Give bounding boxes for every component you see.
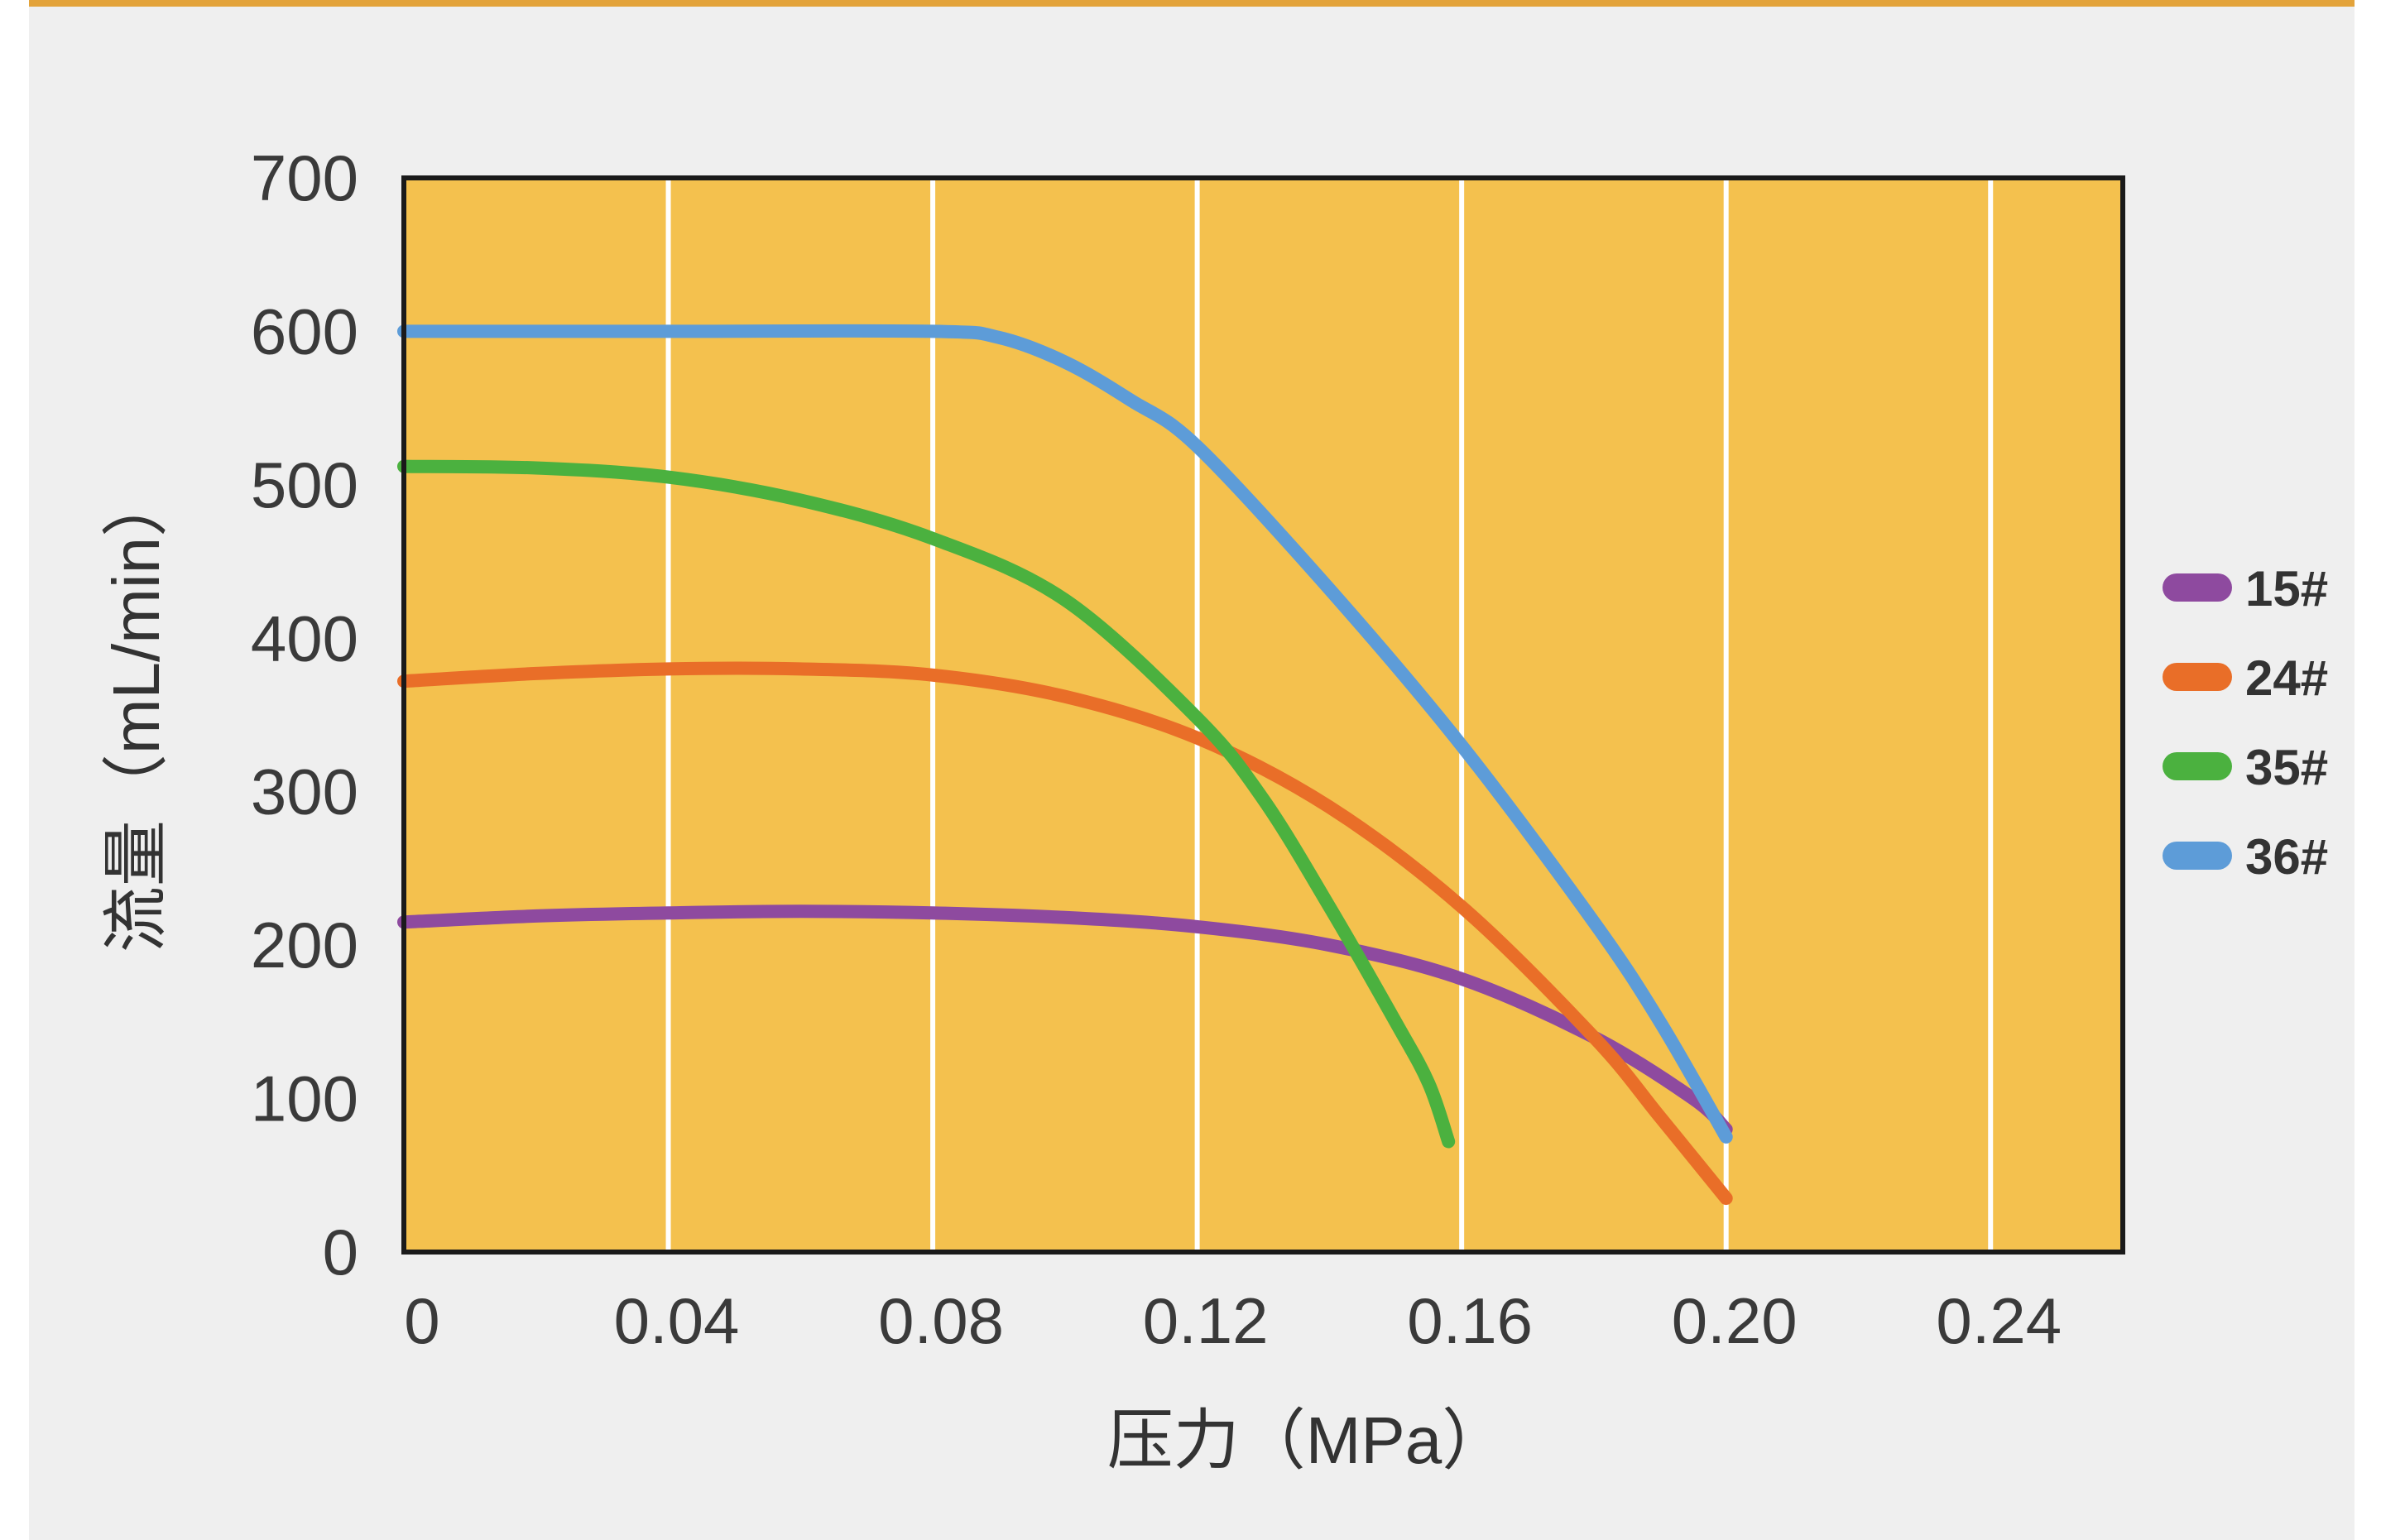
legend-label: 35# [2245, 740, 2328, 795]
y-tick-label: 300 [251, 756, 358, 828]
legend-label: 15# [2245, 561, 2328, 616]
y-tick-label: 200 [251, 909, 358, 981]
y-tick-label: 600 [251, 295, 358, 367]
y-tick-labels: 0 100 200 300 400 500 600 700 [251, 142, 358, 1288]
legend-label: 24# [2245, 650, 2328, 706]
plot-area [404, 178, 2123, 1252]
x-tick-label: 0.16 [1407, 1284, 1533, 1357]
x-tick-label: 0.20 [1672, 1284, 1798, 1357]
x-tick-label: 0.08 [878, 1284, 1004, 1357]
x-tick-label: 0.24 [1936, 1284, 2062, 1357]
x-tick-label: 0.12 [1143, 1284, 1269, 1357]
series-line-36 [397, 324, 1733, 1144]
legend: 15# 24# 35# 36# [2163, 561, 2328, 885]
series-line-35 [397, 459, 1456, 1149]
top-accent-band [29, 0, 2355, 7]
y-tick-label: 400 [251, 602, 358, 674]
x-axis-title: 压力（MPa） [1107, 1403, 1509, 1477]
y-tick-label: 700 [251, 142, 358, 214]
y-axis-title: 流量（mL/min） [99, 471, 173, 952]
x-tick-label: 0.04 [614, 1284, 740, 1357]
grid-lines [665, 178, 1994, 1252]
y-tick-label: 100 [251, 1063, 358, 1135]
y-tick-label: 0 [323, 1216, 358, 1288]
x-tick-labels: 0 0.04 0.08 0.12 0.16 0.20 0.24 [404, 1284, 2062, 1357]
x-tick-label: 0 [404, 1284, 439, 1357]
series-lines [397, 324, 1733, 1206]
plot-border [401, 175, 2125, 1255]
series-line-24 [397, 661, 1733, 1206]
legend-label: 36# [2245, 829, 2328, 885]
y-tick-label: 500 [251, 449, 358, 521]
